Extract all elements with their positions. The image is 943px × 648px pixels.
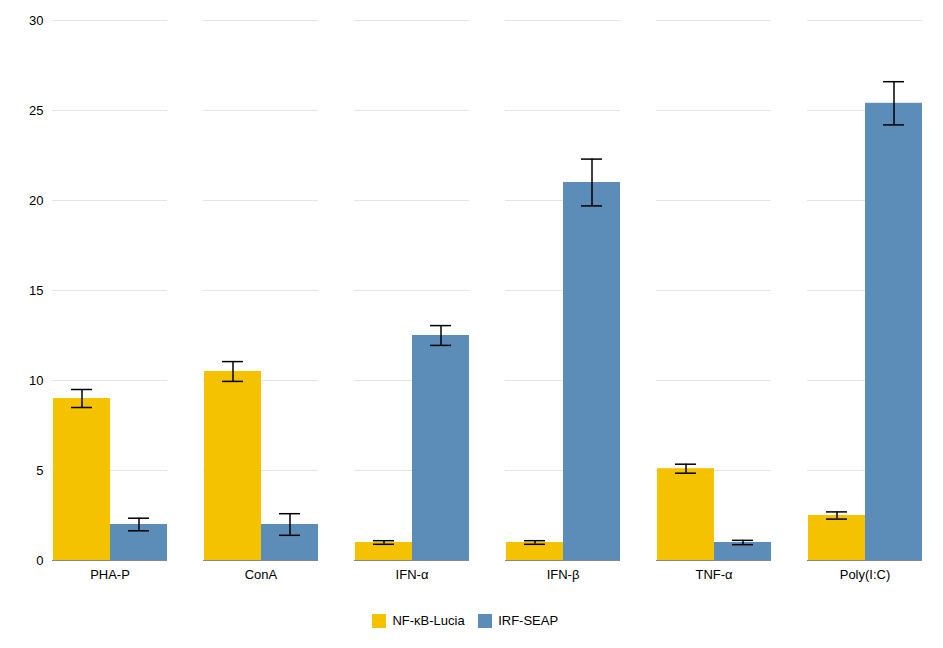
svg-text:25: 25: [29, 103, 43, 118]
svg-text:10: 10: [29, 373, 43, 388]
svg-text:30: 30: [29, 13, 43, 28]
html-text:IRF-SEAP: IRF-SEAP: [498, 613, 559, 628]
svg-text:PHA-P: PHA-P: [90, 567, 130, 582]
svg-text:15: 15: [29, 283, 43, 298]
svg-text:0: 0: [36, 553, 43, 568]
svg-text:20: 20: [29, 193, 43, 208]
svg-text:IFN-α: IFN-α: [396, 567, 429, 582]
html-text:NF-κB-Lucia: NF-κB-Lucia: [392, 613, 465, 628]
svg-text:5: 5: [36, 463, 43, 478]
svg-text:Poly(I:C): Poly(I:C): [840, 567, 891, 582]
svg-text:ConA: ConA: [245, 567, 278, 582]
svg-text:TNF-α: TNF-α: [695, 567, 733, 582]
svg-text:IFN-β: IFN-β: [547, 567, 580, 582]
